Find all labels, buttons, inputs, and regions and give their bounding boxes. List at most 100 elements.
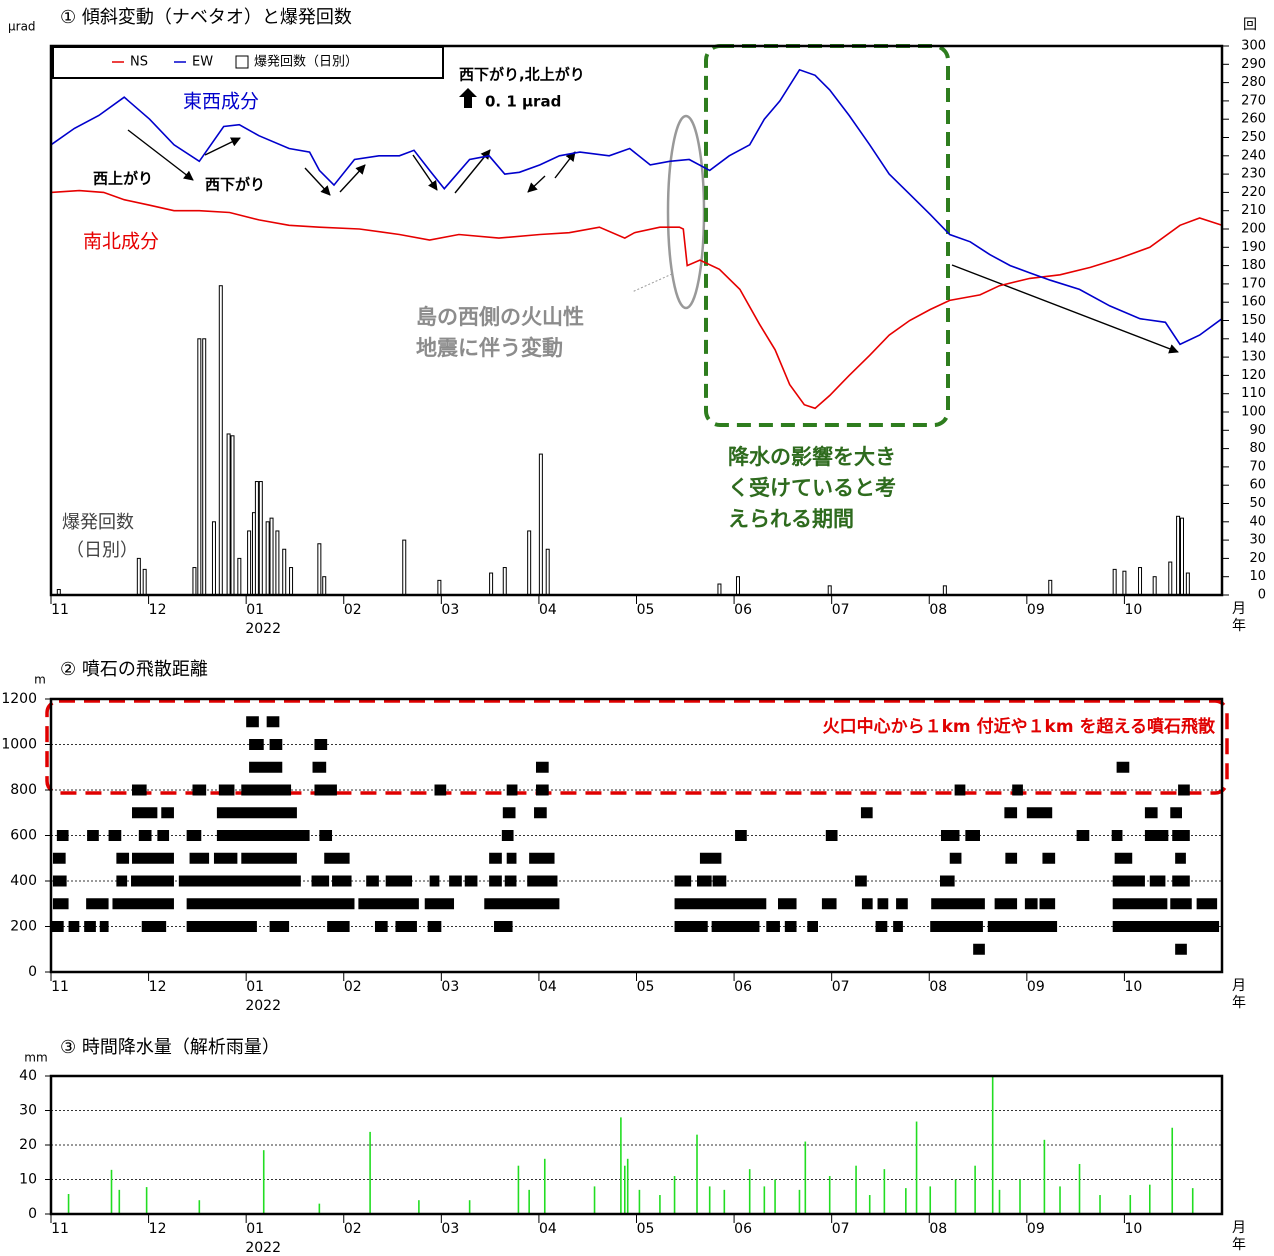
distance-mark — [954, 784, 966, 796]
distance-mark — [1076, 830, 1090, 841]
distance-mark — [1114, 852, 1133, 864]
distance-mark — [131, 807, 158, 819]
y2-tick-label: 270 — [1241, 93, 1266, 108]
chart-title: ③ 時間降水量（解析雨量） — [60, 1037, 280, 1058]
annotation: 地震に伴う変動 — [416, 336, 563, 360]
x-unit: 年 — [1232, 1237, 1246, 1253]
y2-tick-label: 60 — [1249, 478, 1266, 493]
y-axis-unit: m — [34, 673, 46, 687]
distance-mark — [777, 898, 797, 910]
explosion-bar — [1138, 567, 1143, 596]
distance-mark — [527, 875, 558, 887]
y2-tick-label: 150 — [1241, 313, 1266, 328]
annotations-graphics — [45, 44, 1229, 795]
explosion-bar — [437, 579, 442, 596]
distance-mark — [374, 921, 388, 932]
y-tick-label: 40 — [19, 1068, 37, 1084]
distance-mark — [464, 875, 478, 887]
distance-mark — [711, 921, 760, 932]
y2-tick-label: 130 — [1241, 350, 1266, 365]
distance-mark — [52, 875, 67, 887]
distance-mark — [506, 852, 517, 864]
y2-tick-label: 250 — [1241, 130, 1266, 145]
distance-mark — [821, 898, 837, 910]
distance-mark — [249, 761, 283, 773]
year-label: 2022 — [245, 1240, 281, 1256]
arrow — [527, 175, 546, 193]
distance-mark — [269, 921, 290, 932]
distance-mark — [358, 898, 419, 910]
distance-mark — [86, 898, 109, 910]
y-tick-label: 30 — [19, 1103, 37, 1119]
distance-mark — [449, 875, 462, 887]
distance-mark — [931, 898, 985, 910]
distance-mark — [987, 921, 1058, 932]
distance-mark — [429, 875, 440, 887]
distance-mark — [489, 875, 502, 887]
distance-mark — [766, 921, 780, 932]
distance-mark — [930, 921, 983, 932]
distance-mark — [1024, 898, 1038, 910]
distance-mark — [896, 898, 908, 910]
distance-mark — [877, 898, 889, 910]
y2-tick-label: 110 — [1241, 386, 1266, 401]
annotation: 南北成分 — [83, 231, 159, 253]
year-label: 2022 — [245, 621, 281, 637]
explosion-bar — [254, 481, 259, 596]
explosion-bar — [269, 517, 274, 596]
explosion-bar — [317, 543, 322, 596]
explosion-bar — [402, 539, 407, 596]
annotation: 火口中心から１km 付近や１km を超える噴石飛散 — [823, 716, 1216, 737]
x-tick-label: 03 — [441, 1221, 459, 1237]
x-tick-label: 11 — [51, 1221, 69, 1237]
explosion-bar — [258, 481, 263, 596]
distance-mark — [56, 830, 69, 841]
explosion-bar — [197, 338, 202, 596]
x-tick-label: 07 — [832, 1221, 850, 1237]
x-tick-label: 07 — [832, 979, 850, 995]
distance-mark — [186, 830, 202, 841]
y2-tick-label: 190 — [1241, 240, 1266, 255]
x-tick-label: 01 — [246, 602, 264, 618]
y-axis-unit: μrad — [8, 20, 36, 34]
distance-mark — [534, 807, 547, 819]
distance-mark — [1112, 898, 1168, 910]
y2-tick-label: 260 — [1241, 112, 1266, 127]
x-tick-label: 05 — [637, 602, 655, 618]
distance-mark — [825, 830, 838, 841]
arrow — [127, 129, 194, 181]
y-tick-label: 20 — [19, 1137, 37, 1153]
distance-mark — [697, 875, 712, 887]
explosion-bar — [942, 585, 947, 596]
y2-tick-label: 40 — [1249, 514, 1266, 529]
plot-frame — [49, 44, 1224, 597]
x-tick-label: 02 — [344, 602, 362, 618]
y2-tick-label: 200 — [1241, 222, 1266, 237]
distance-mark — [1026, 807, 1053, 819]
y-tick-label: 600 — [10, 828, 37, 844]
y-tick-label: 10 — [19, 1172, 37, 1188]
y-tick-label: 0 — [28, 964, 37, 980]
alert-box — [45, 699, 1229, 795]
explosion-bar — [230, 435, 235, 596]
explosion-bar — [237, 557, 242, 596]
x-unit: 年 — [1232, 995, 1246, 1011]
distance-mark — [1112, 921, 1220, 932]
ellipse — [666, 114, 706, 310]
distance-mark — [484, 898, 560, 910]
y2-tick-label: 170 — [1241, 276, 1266, 291]
tilt-line — [50, 189, 1223, 410]
arrow — [554, 151, 576, 179]
distance-mark — [502, 807, 516, 819]
annotation: 西上がり — [93, 170, 153, 188]
chart-title: ① 傾斜変動（ナベタオ）と爆発回数 — [60, 7, 352, 28]
plot-frame — [49, 697, 1224, 974]
distance-mark — [178, 875, 301, 887]
distance-mark — [52, 852, 66, 864]
distance-mark — [249, 739, 264, 750]
distance-mark — [385, 875, 413, 887]
distance-mark — [112, 898, 174, 910]
distance-mark — [489, 852, 502, 864]
y2-tick-label: 220 — [1241, 185, 1266, 200]
